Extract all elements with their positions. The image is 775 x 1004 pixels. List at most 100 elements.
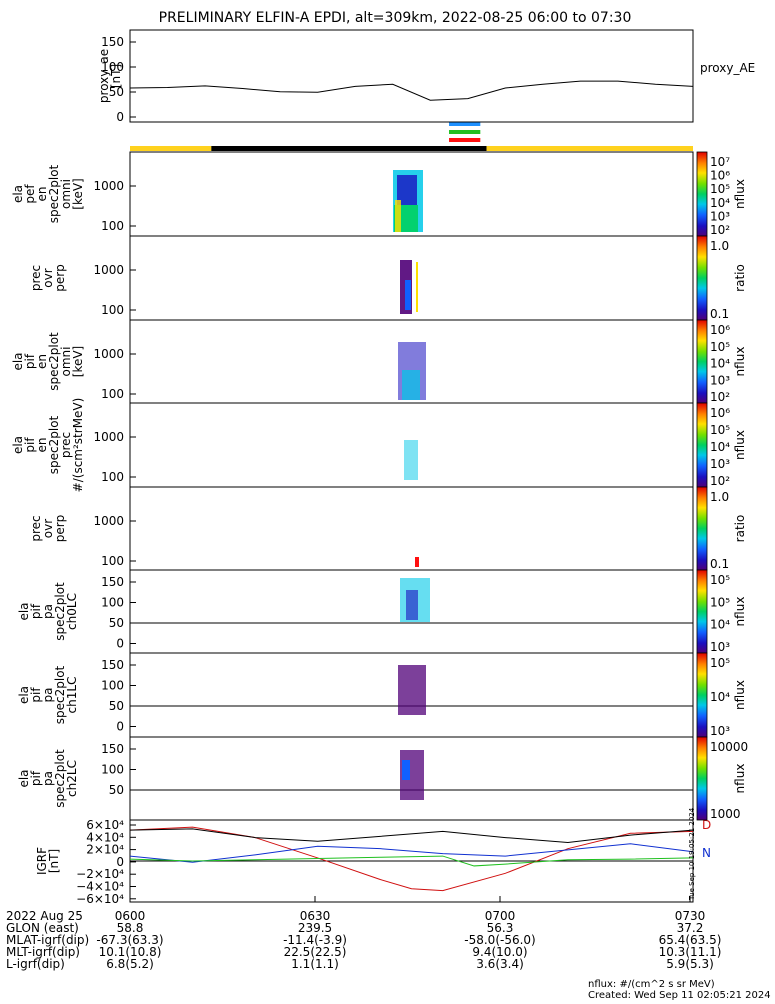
ephemeris-value: 0700 xyxy=(485,909,516,923)
panel-label-pif_prec: #/(scm²strMeV) xyxy=(71,398,85,493)
colorbar-tick: 10⁵ xyxy=(710,423,730,437)
colorbar-tick: 10³ xyxy=(710,640,730,654)
ch0-blob2 xyxy=(406,590,418,620)
ephemeris-row-label: L-igrf(dip) xyxy=(6,957,65,971)
y-tick-label: 150 xyxy=(101,742,124,756)
ephemeris-value: 10.3(11.1) xyxy=(659,945,722,959)
ephemeris-row-label: MLAT-igrf(dip) xyxy=(6,933,89,947)
y-tick-label: 100 xyxy=(101,679,124,693)
y-tick-label: 1000 xyxy=(93,514,124,528)
colorbar-tick: 10⁶ xyxy=(710,169,730,183)
spectrogram-data xyxy=(393,170,430,800)
y-tick-label: 100 xyxy=(101,596,124,610)
colorbar-tick: 10⁶ xyxy=(710,406,730,420)
pef-spectrum-core xyxy=(397,175,417,205)
colorbar-tick: 10² xyxy=(710,390,730,404)
y-tick-label: 150 xyxy=(101,35,124,49)
panel-label-pif: ela xyxy=(11,352,25,370)
epd-bar-blue xyxy=(449,122,481,126)
y-tick-label: 1000 xyxy=(93,430,124,444)
ephemeris-value: 37.2 xyxy=(677,921,704,935)
colorbar-tick: 10² xyxy=(710,223,730,237)
ephemeris-value: 3.6(3.4) xyxy=(476,957,524,971)
ephemeris-value: 1.1(1.1) xyxy=(291,957,339,971)
colorbar-tick: 10⁴ xyxy=(710,690,730,704)
ephemeris-value: 10.1(10.8) xyxy=(99,945,162,959)
pif-blob2 xyxy=(402,370,420,400)
ephemeris-value: 0600 xyxy=(115,909,146,923)
panel-label-pef: en xyxy=(35,187,49,202)
panel-label-prec_ovr_perp_i: prec xyxy=(29,515,43,541)
ch1-blob xyxy=(398,665,426,715)
ephemeris-value: 65.4(63.5) xyxy=(659,933,722,947)
colorbar-tick: 10⁴ xyxy=(710,196,730,210)
prec-e-line xyxy=(416,262,418,312)
y-tick-label: 150 xyxy=(101,575,124,589)
panel-label-pef: [keV] xyxy=(71,178,85,209)
colorbar-tick: 10⁷ xyxy=(710,155,730,169)
colorbar-unit: ratio xyxy=(733,515,747,543)
panel-label-ch0: ch0LC xyxy=(65,593,79,630)
y-tick-label: 150 xyxy=(101,658,124,672)
igrf-series-total xyxy=(129,828,694,844)
ephemeris-row-label: MLT-igrf(dip) xyxy=(6,945,80,959)
science-zone-segment xyxy=(486,146,693,151)
panel-label-pif_prec: en xyxy=(35,438,49,453)
panel-label-pif: omni xyxy=(59,347,73,377)
panel-label-ch0: pif xyxy=(29,603,43,619)
panel-label-pif: spec2plot xyxy=(47,332,61,391)
colorbar-tick: 1.0 xyxy=(710,490,729,504)
colorbar-pif xyxy=(696,319,708,404)
y-tick-label: 0 xyxy=(116,110,124,124)
panel-label-ch2: spec2plot xyxy=(53,749,67,808)
science-zone-segment xyxy=(211,146,487,151)
colorbar-unit: ratio xyxy=(733,264,747,292)
ephemeris-value: -58.0(-56.0) xyxy=(464,933,535,947)
y-tick-label: 50 xyxy=(109,616,124,630)
panel-label-pif: [keV] xyxy=(71,346,85,377)
y-tick-label: 1000 xyxy=(93,347,124,361)
colorbar-tick: 10⁵ xyxy=(710,182,730,196)
panel-label-ch2: pa xyxy=(41,771,55,786)
colorbar-tick: 1000 xyxy=(710,807,741,821)
colorbar-tick: 10³ xyxy=(710,724,730,738)
colorbar-unit: nflux xyxy=(733,430,747,460)
ephemeris-value: 239.5 xyxy=(298,921,332,935)
epd-bar-red xyxy=(449,138,481,142)
y-tick-label: 100 xyxy=(101,470,124,484)
plot-title: PRELIMINARY ELFIN-A EPDI, alt=309km, 202… xyxy=(159,10,632,26)
prec-e-blob2 xyxy=(405,280,411,310)
panel-label-ch1: pa xyxy=(41,688,55,703)
panel-label-pif: pif xyxy=(23,353,37,369)
ephemeris-value: 56.3 xyxy=(487,921,514,935)
panel-label-prec_ovr_perp_i: perp xyxy=(53,515,67,543)
y-tick-label: 1000 xyxy=(93,263,124,277)
ephemeris-value: -11.4(-3.9) xyxy=(283,933,347,947)
igrf-series-E xyxy=(129,855,694,867)
panel-label-ch0: ela xyxy=(17,602,31,620)
panel-label-ch1: pif xyxy=(29,687,43,703)
colorbar-tick: 0.1 xyxy=(710,307,729,321)
panel-label-prec_ovr_perp_e: perp xyxy=(53,264,67,292)
y-tick-label: 100 xyxy=(101,763,124,777)
panel-label-pef: pef xyxy=(23,184,37,204)
panel-label-pif: en xyxy=(35,354,49,369)
panel-label-pif_prec: spec2plot xyxy=(47,415,61,474)
y-tick-label: 50 xyxy=(109,783,124,797)
panel-label-pif_prec: ela xyxy=(11,436,25,454)
panel-label-proxy_ae: proxy_ae xyxy=(97,49,111,103)
side-stamp: Tue Sep 10 19:05:21 2024 xyxy=(688,807,696,901)
panel-label-prec_ovr_perp_i: ovr xyxy=(41,519,55,538)
colorbar-tick: 10³ xyxy=(710,373,730,387)
ephemeris-value: 0630 xyxy=(300,909,331,923)
colorbar-tick: 10⁵ xyxy=(710,573,730,587)
ephemeris-value: 22.5(22.5) xyxy=(284,945,347,959)
y-tick-label: 50 xyxy=(109,699,124,713)
colorbar-tick: 1.0 xyxy=(710,239,729,253)
igrf-legend-D: D xyxy=(702,818,711,832)
y-tick-label: 100 xyxy=(101,387,124,401)
colorbar-pef xyxy=(696,151,708,237)
panel-label-pif_prec: prec xyxy=(59,432,73,458)
